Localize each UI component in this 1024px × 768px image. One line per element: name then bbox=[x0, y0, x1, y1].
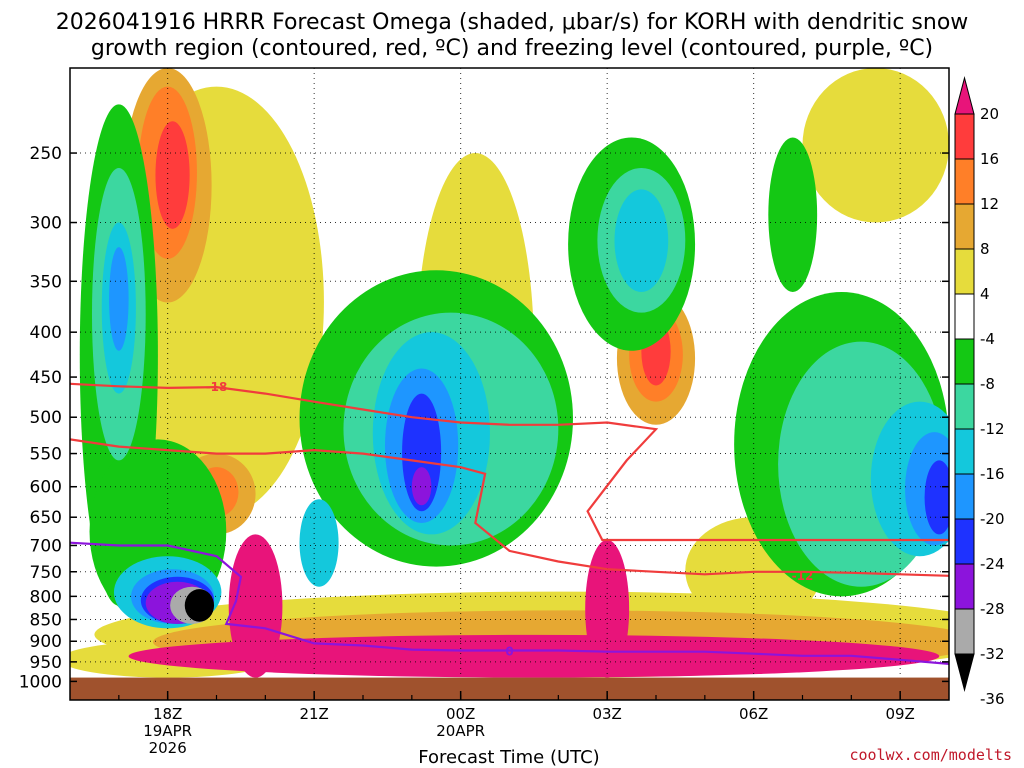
y-tick-label-450: 450 bbox=[30, 368, 62, 388]
x-tick-label-06Z-0: 06Z bbox=[739, 705, 768, 723]
colorbar-label-0: 20 bbox=[980, 105, 999, 123]
y-tick-label-950: 950 bbox=[30, 653, 62, 673]
temp-contour--12-1-label: -12 bbox=[792, 569, 814, 583]
colorbar-segment-12 bbox=[954, 608, 975, 655]
x-tick-label-18Z-2: 2026 bbox=[149, 739, 187, 757]
x-tick-label-21Z-0: 21Z bbox=[299, 705, 328, 723]
colorbar-bottom-arrow bbox=[954, 653, 975, 692]
colorbar-segment-5 bbox=[954, 293, 975, 340]
x-tick-label-00Z-0: 00Z bbox=[446, 705, 475, 723]
temp-contour--18-0 bbox=[70, 382, 949, 542]
x-tick-label-18Z-0: 18Z bbox=[153, 705, 182, 723]
colorbar-top-arrow bbox=[954, 76, 975, 115]
y-tick-label-350: 350 bbox=[30, 272, 62, 292]
x-tick-label-03Z-0: 03Z bbox=[592, 705, 621, 723]
colorbar-label-2: 12 bbox=[980, 195, 999, 213]
colorbar-label-9: -20 bbox=[980, 510, 1005, 528]
y-tick-label-650: 650 bbox=[30, 508, 62, 528]
colorbar-segment-11 bbox=[954, 563, 975, 610]
omega-shade-30 bbox=[614, 189, 669, 293]
omega-shade-44 bbox=[184, 589, 215, 622]
y-tick-label-300: 300 bbox=[30, 214, 62, 234]
credit-text: coolwx.com/modelts bbox=[849, 746, 1012, 764]
y-tick-label-550: 550 bbox=[30, 445, 62, 465]
y-tick-label-500: 500 bbox=[30, 408, 62, 428]
omega-shade-32 bbox=[299, 499, 339, 587]
y-tick-label-600: 600 bbox=[30, 478, 62, 498]
y-tick-label-850: 850 bbox=[30, 610, 62, 630]
colorbar-segment-4 bbox=[954, 248, 975, 295]
colorbar-label-10: -24 bbox=[980, 555, 1005, 573]
colorbar-label-1: 16 bbox=[980, 150, 999, 168]
y-tick-label-700: 700 bbox=[30, 536, 62, 556]
colorbar-segment-6 bbox=[954, 338, 975, 385]
omega-shade-22 bbox=[768, 137, 818, 293]
colorbar-label-4: 4 bbox=[980, 285, 990, 303]
colorbar-segment-3 bbox=[954, 203, 975, 250]
colorbar-segment-9 bbox=[954, 473, 975, 520]
omega-shade-8 bbox=[155, 121, 190, 229]
omega-shade-37 bbox=[924, 460, 949, 535]
y-tick-label-900: 900 bbox=[30, 632, 62, 652]
colorbar-segment-7 bbox=[954, 383, 975, 430]
colorbar-label-13: -36 bbox=[980, 690, 1005, 708]
ground-layer bbox=[70, 677, 949, 700]
chart-title-line1: 2026041916 HRRR Forecast Omega (shaded, … bbox=[56, 10, 969, 35]
x-axis-label: Forecast Time (UTC) bbox=[418, 747, 599, 768]
colorbar-label-8: -16 bbox=[980, 465, 1005, 483]
grid-lines bbox=[70, 68, 949, 700]
colorbar-segment-10 bbox=[954, 518, 975, 565]
omega-shade-36 bbox=[402, 393, 442, 512]
x-tick-label-18Z-1: 19APR bbox=[143, 722, 192, 740]
omega-shade-2 bbox=[802, 68, 949, 223]
x-tick-label-00Z-1: 20APR bbox=[436, 722, 485, 740]
omega-shade-12 bbox=[128, 634, 940, 678]
contour-lines: -18 -12 0 bbox=[70, 380, 949, 665]
freezing-level-contour-label: 0 bbox=[505, 645, 513, 659]
temp-contour--12-1 bbox=[70, 438, 949, 577]
x-tick-label-09Z-0: 09Z bbox=[885, 705, 914, 723]
colorbar-label-7: -12 bbox=[980, 420, 1005, 438]
colorbar-segment-1 bbox=[954, 113, 975, 160]
plot-area: -18 -12 0 bbox=[70, 68, 949, 700]
y-tick-label-1000: 1000 bbox=[19, 672, 62, 692]
colorbar-segment-2 bbox=[954, 158, 975, 205]
colorbar-label-11: -28 bbox=[980, 600, 1005, 618]
temp-contour--18-0-label: -18 bbox=[206, 380, 228, 394]
colorbar-label-3: 8 bbox=[980, 240, 990, 258]
colorbar-label-6: -8 bbox=[980, 375, 995, 393]
freezing-level-contour bbox=[70, 541, 949, 665]
omega-shade-38 bbox=[411, 467, 432, 506]
colorbar-segment-8 bbox=[954, 428, 975, 475]
y-tick-label-250: 250 bbox=[30, 144, 62, 164]
colorbar-label-5: -4 bbox=[980, 330, 995, 348]
omega-shade-13 bbox=[228, 534, 283, 678]
y-tick-label-750: 750 bbox=[30, 563, 62, 583]
omega-shading bbox=[70, 68, 949, 678]
y-tick-label-400: 400 bbox=[30, 323, 62, 343]
colorbar: 20 16 12 8 4 -4 -8 -12 -16 -20 -24 -28 -32 -36 bbox=[954, 76, 1005, 708]
y-axis-ticks: 2503003504004505005506006507007508008509… bbox=[19, 144, 949, 692]
omega-shade-33 bbox=[109, 247, 129, 351]
y-tick-label-800: 800 bbox=[30, 587, 62, 607]
chart-title-line2: growth region (contoured, red, ºC) and f… bbox=[91, 36, 933, 61]
colorbar-label-12: -32 bbox=[980, 645, 1005, 663]
